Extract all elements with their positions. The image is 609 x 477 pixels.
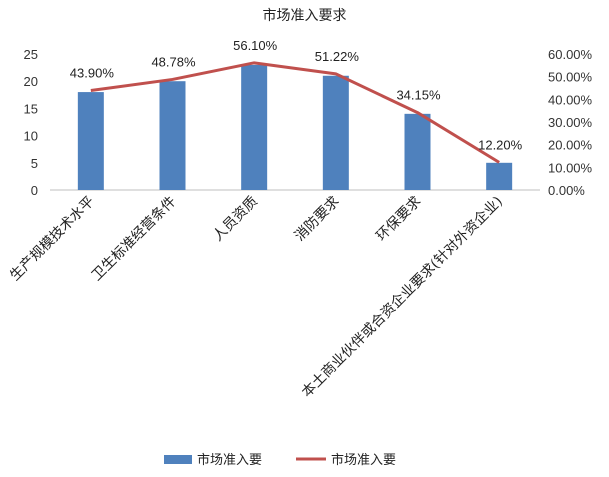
bar [404,113,431,190]
bar [241,64,268,190]
data-label: 51.22% [315,49,360,64]
right-axis-tick-label: 20.00% [548,138,593,153]
right-axis-tick-label: 40.00% [548,92,593,107]
data-label: 48.78% [151,54,196,69]
legend-bar-label: 市场准入要 [197,452,262,468]
data-label: 34.15% [396,88,441,103]
left-axis-tick-label: 20 [24,74,38,89]
right-axis-tick-label: 50.00% [548,70,593,85]
chart-title: 市场准入要求 [263,7,347,24]
bar [486,162,513,190]
left-axis-tick-label: 5 [31,156,38,171]
data-label: 12.20% [478,137,523,152]
left-axis-tick-label: 10 [24,129,38,144]
left-axis-tick-label: 25 [24,47,38,62]
data-label: 56.10% [233,38,278,53]
right-axis-tick-label: 0.00% [548,183,585,198]
legend-line-label: 市场准入要 [331,452,396,468]
left-axis-tick-label: 15 [24,101,38,116]
category-label: 卫生标准经营条件 [88,193,179,284]
right-axis-tick-label: 60.00% [548,47,593,62]
category-label: 环保要求 [373,194,424,245]
right-axis-tick-label: 30.00% [548,115,593,130]
category-label: 人员资质 [210,194,261,245]
left-axis-tick-label: 0 [31,183,38,198]
category-label: 消防要求 [292,194,343,245]
bar [77,92,104,190]
category-label: 生产规模技术水平 [7,194,98,285]
bar [159,81,186,190]
data-label: 43.90% [70,65,115,80]
bar [322,75,349,190]
legend: 市场准入要 市场准入要 [164,452,396,468]
right-axis-tick-label: 10.00% [548,160,593,175]
legend-bar-swatch [164,455,192,464]
line-series [90,61,500,164]
